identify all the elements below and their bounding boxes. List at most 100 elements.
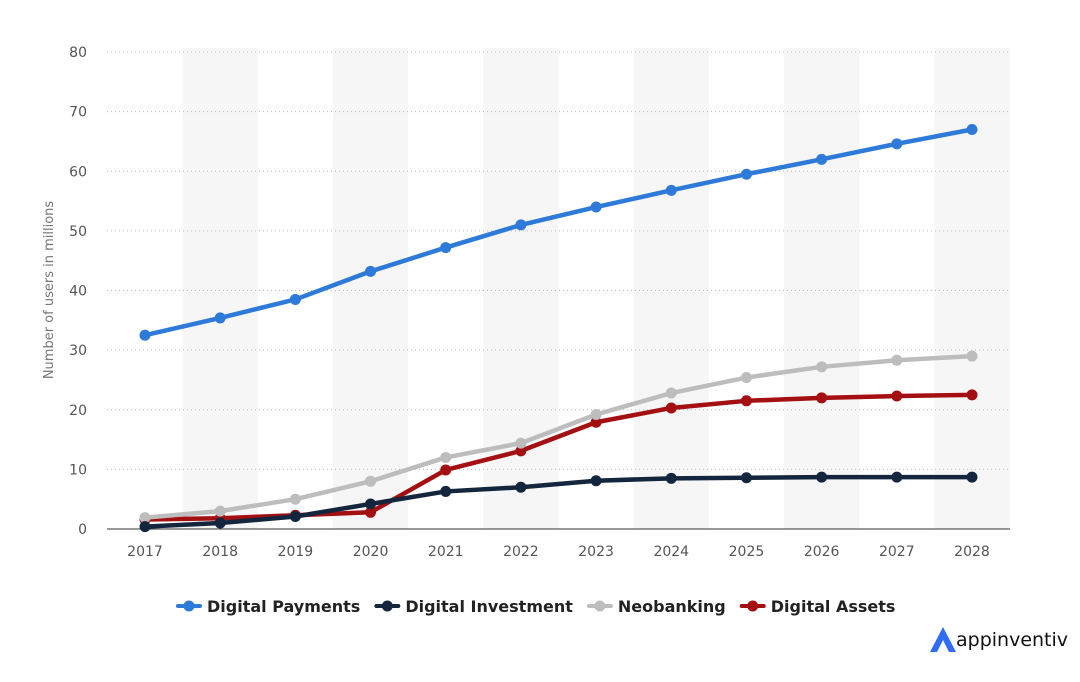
series-line <box>142 127 975 338</box>
data-point <box>139 329 151 341</box>
data-point <box>214 505 226 517</box>
column-band <box>332 48 409 529</box>
data-point <box>665 402 677 414</box>
data-point <box>740 168 752 180</box>
legend-swatch-marker <box>381 600 393 612</box>
brand-name: appinventiv <box>956 629 1068 651</box>
data-point <box>891 390 903 402</box>
data-point <box>816 153 828 165</box>
series-line <box>142 474 975 529</box>
data-point <box>440 451 452 463</box>
data-point <box>515 445 527 457</box>
data-point <box>891 354 903 366</box>
data-point <box>289 293 301 305</box>
column-band <box>182 48 258 529</box>
x-tick-label: 2017 <box>127 544 163 560</box>
data-point <box>515 219 527 231</box>
data-point <box>816 471 828 483</box>
y-tick-label: 50 <box>69 224 87 240</box>
data-point <box>665 472 677 484</box>
data-point <box>891 138 903 150</box>
x-tick-label: 2019 <box>278 544 314 560</box>
data-point <box>440 242 452 254</box>
y-tick-label: 60 <box>69 164 87 180</box>
data-point <box>289 510 301 522</box>
y-axis-tick-labels: 0 10 20 30 40 50 60 70 80 <box>69 45 87 538</box>
data-point <box>966 350 978 362</box>
data-point <box>289 493 301 505</box>
legend-item: Neobanking <box>586 597 726 616</box>
legend-label: Digital Investment <box>405 597 573 616</box>
data-point <box>665 184 677 196</box>
x-tick-label: 2018 <box>202 544 238 560</box>
data-point <box>590 475 602 487</box>
legend-item: Digital Assets <box>739 597 896 616</box>
data-point <box>365 498 377 510</box>
x-tick-label: 2028 <box>954 544 990 560</box>
legend-label: Digital Assets <box>771 597 896 616</box>
data-point <box>816 361 828 373</box>
x-axis-tick-labels: 2017 2018 2019 2020 2021 2022 2023 2024 2025 2026… <box>127 544 990 560</box>
legend-swatch-marker <box>183 600 195 612</box>
series-neobanking <box>139 350 978 524</box>
y-tick-label: 40 <box>69 284 87 300</box>
data-point <box>515 481 527 493</box>
column-band <box>934 48 1010 529</box>
data-point <box>139 521 151 533</box>
series-lines <box>139 124 978 533</box>
data-point <box>440 464 452 476</box>
alternate-column-bands <box>182 48 1010 529</box>
data-point <box>214 312 226 324</box>
column-band <box>633 48 709 529</box>
series-digital-investment <box>139 471 978 533</box>
data-point <box>365 265 377 277</box>
data-point <box>365 475 377 487</box>
y-tick-label: 10 <box>69 462 87 478</box>
x-tick-label: 2026 <box>804 544 840 560</box>
data-point <box>590 409 602 421</box>
data-point <box>590 201 602 213</box>
legend-label: Digital Payments <box>207 597 360 616</box>
data-point <box>440 485 452 497</box>
y-tick-label: 0 <box>78 522 87 538</box>
data-point <box>966 124 978 136</box>
legend-swatch-marker <box>747 600 759 612</box>
y-tick-label: 70 <box>69 105 87 121</box>
data-point <box>740 395 752 407</box>
y-tick-label: 80 <box>69 45 87 61</box>
legend-swatch-marker <box>594 600 606 612</box>
y-tick-label: 20 <box>69 403 87 419</box>
data-point <box>214 517 226 529</box>
x-tick-label: 2024 <box>653 544 689 560</box>
x-tick-label: 2022 <box>503 544 539 560</box>
legend-item: Digital Payments <box>176 597 360 616</box>
brand-logo: appinventiv <box>930 627 1068 652</box>
data-point <box>816 392 828 404</box>
series-line <box>142 353 975 520</box>
series-digital-payments <box>139 124 978 341</box>
x-tick-label: 2021 <box>428 544 464 560</box>
data-point <box>139 512 151 524</box>
y-tick-label: 30 <box>69 343 87 359</box>
x-tick-label: 2027 <box>879 544 915 560</box>
data-point <box>966 471 978 483</box>
data-point <box>665 387 677 399</box>
data-point <box>966 389 978 401</box>
x-tick-label: 2023 <box>578 544 614 560</box>
data-point <box>590 416 602 428</box>
legend-item: Digital Investment <box>374 597 573 616</box>
data-point <box>365 506 377 518</box>
legend: Digital Payments Digital Investment Neoban… <box>176 597 896 616</box>
gridlines <box>107 51 1010 470</box>
data-point <box>891 471 903 483</box>
data-point <box>515 437 527 449</box>
column-band <box>784 48 860 529</box>
legend-label: Neobanking <box>618 597 726 616</box>
x-tick-label: 2020 <box>353 544 389 560</box>
x-tick-label: 2025 <box>729 544 765 560</box>
appinventiv-logo-icon <box>930 627 956 652</box>
data-point <box>740 472 752 484</box>
data-point <box>740 372 752 384</box>
y-axis-title: Number of users in millions <box>42 201 57 380</box>
